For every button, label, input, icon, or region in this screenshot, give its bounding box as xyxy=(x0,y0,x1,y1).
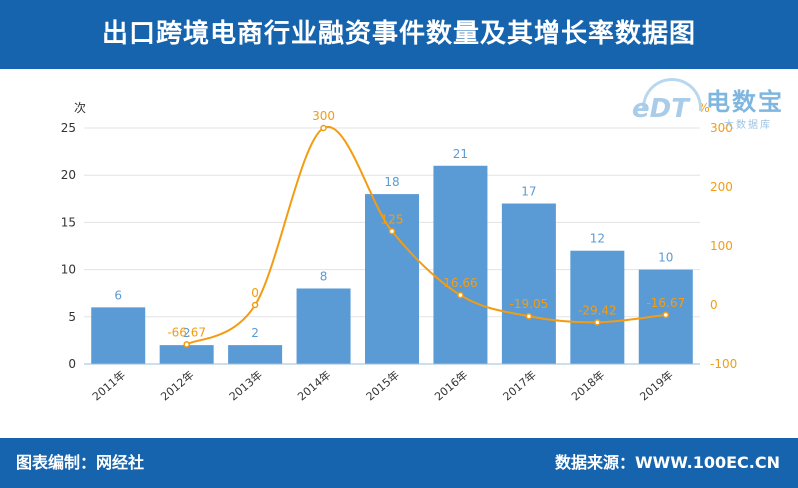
growth-rate-label: -16.67 xyxy=(646,296,685,310)
x-tick-label: 2014年 xyxy=(295,368,334,404)
y-tick-label: 5 xyxy=(68,310,76,324)
logo-name: 电数宝 xyxy=(706,88,784,116)
bar-value-label: 10 xyxy=(658,251,673,265)
growth-rate-point xyxy=(594,319,601,326)
y2-axis-label: % xyxy=(698,101,709,115)
bar xyxy=(296,288,351,364)
growth-rate-label: -19.05 xyxy=(510,297,549,311)
bar xyxy=(433,165,488,364)
y2-tick-label: 0 xyxy=(710,298,718,312)
growth-rate-label: 16.66 xyxy=(443,276,477,290)
growth-rate-point xyxy=(525,312,533,320)
logo-mark: eDT xyxy=(632,94,689,124)
bar-value-label: 18 xyxy=(384,175,399,189)
x-tick-label: 2013年 xyxy=(226,368,265,404)
bar xyxy=(501,203,556,364)
x-tick-label: 2016年 xyxy=(431,368,470,404)
y2-tick-label: -100 xyxy=(710,357,737,371)
growth-rate-label: -66.67 xyxy=(167,325,206,339)
bar-value-label: 2 xyxy=(183,326,191,340)
logo: eDT 电数宝 大数据库 xyxy=(628,76,796,136)
y-tick-label: 10 xyxy=(61,263,76,277)
bar xyxy=(91,307,146,364)
bar xyxy=(570,250,625,364)
growth-rate-label: -29.42 xyxy=(578,303,617,317)
bar-value-label: 2 xyxy=(251,326,259,340)
y2-tick-label: 300 xyxy=(710,121,733,135)
y-axis-label: 次 xyxy=(74,101,86,115)
growth-rate-point xyxy=(457,291,464,299)
bar-value-label: 17 xyxy=(521,185,536,199)
x-tick-label: 2017年 xyxy=(500,368,539,404)
footer-banner: 图表编制：网经社 数据来源：WWW.100EC.CN xyxy=(0,438,798,488)
bar-value-label: 12 xyxy=(590,232,605,246)
growth-rate-point xyxy=(388,228,396,235)
bar xyxy=(159,345,214,364)
x-tick-label: 2018年 xyxy=(568,368,607,404)
logo-subtitle: 大数据库 xyxy=(724,120,772,131)
growth-rate-point xyxy=(251,301,259,309)
y-tick-label: 15 xyxy=(61,215,76,229)
y-tick-label: 25 xyxy=(61,121,76,135)
growth-rate-point xyxy=(320,124,327,132)
bar xyxy=(228,345,283,364)
chart-title: 出口跨境电商行业融资事件数量及其增长率数据图 xyxy=(101,19,696,49)
growth-rate-label: 125 xyxy=(381,212,404,226)
header-banner: 出口跨境电商行业融资事件数量及其增长率数据图 xyxy=(0,0,798,69)
y2-tick-label: 200 xyxy=(710,180,733,194)
x-tick-label: 2015年 xyxy=(363,368,402,404)
bar-value-label: 21 xyxy=(453,147,468,161)
x-tick-label: 2019年 xyxy=(637,368,676,404)
growth-rate-point xyxy=(183,341,190,348)
footer-credit: 图表编制：网经社 xyxy=(16,453,145,472)
growth-rate-label: 0 xyxy=(251,286,259,300)
growth-rate-point xyxy=(662,311,670,319)
x-tick-label: 2012年 xyxy=(158,368,197,404)
bar xyxy=(365,194,419,364)
y-tick-label: 20 xyxy=(61,168,76,182)
bar-value-label: 8 xyxy=(320,269,328,283)
footer-source: 数据来源：WWW.100EC.CN xyxy=(554,453,780,472)
growth-rate-label: 300 xyxy=(312,109,335,123)
bar-value-label: 6 xyxy=(114,288,122,302)
x-tick-label: 2011年 xyxy=(89,368,128,404)
y-tick-label: 0 xyxy=(68,357,76,371)
y2-tick-label: 100 xyxy=(710,239,733,253)
